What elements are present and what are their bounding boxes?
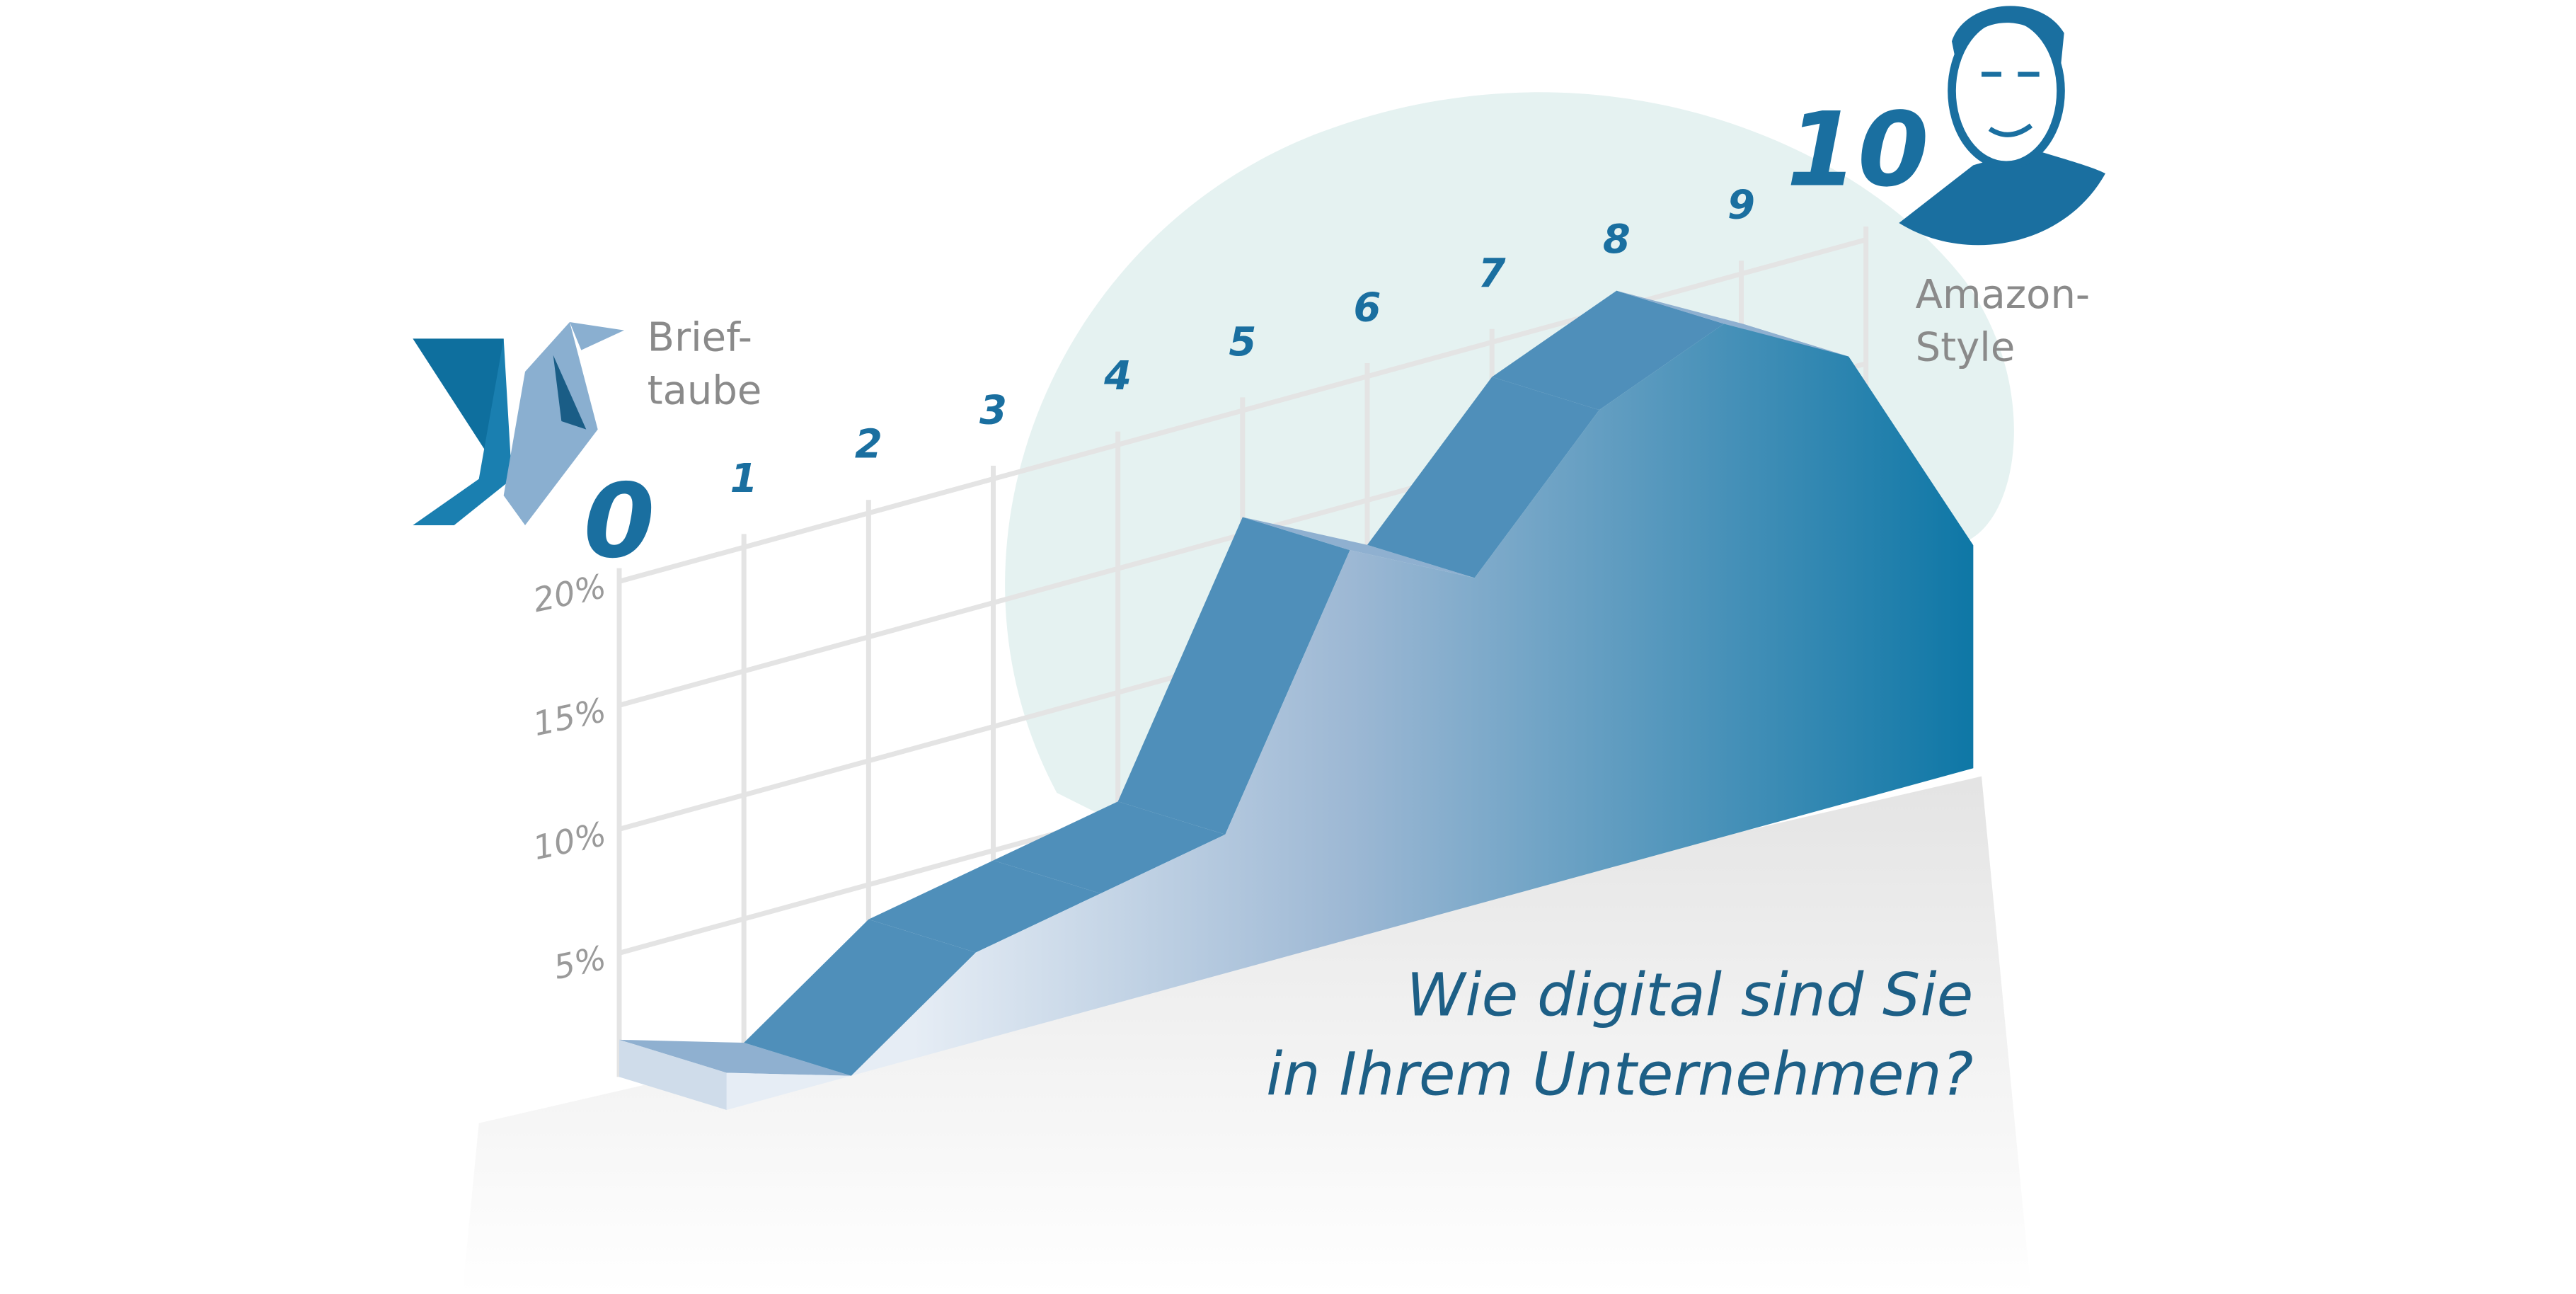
category-label: 9 [1727, 183, 1755, 229]
top-face [993, 801, 1226, 894]
category-label: 4 [1103, 353, 1132, 399]
category-label: 0 [584, 462, 655, 581]
category-label: 7 [1478, 251, 1506, 297]
y-tick-label: 5% [551, 939, 610, 987]
category-label: 10 [1786, 91, 1928, 210]
question: Wie digital sind Sie [1406, 961, 1973, 1030]
question: in Ihrem Unternehmen? [1266, 1040, 1973, 1109]
top-face [744, 919, 977, 1076]
y-tick-label: 10% [530, 815, 610, 868]
bird-logo [413, 321, 625, 525]
side-label-line: Brief- [648, 315, 752, 361]
side-face [619, 1039, 727, 1110]
top-face [1117, 517, 1350, 835]
side-label: Brief-taube [648, 315, 762, 414]
category-label: 3 [979, 387, 1007, 433]
shadow [462, 776, 2031, 1293]
top-face [1367, 377, 1599, 578]
front-face [726, 324, 1974, 1110]
top-face [619, 1039, 851, 1076]
y-tick-label: 15% [530, 692, 610, 744]
category-label: 8 [1603, 217, 1631, 263]
side-label-line: Amazon- [1916, 272, 2090, 318]
area [619, 290, 1974, 1110]
top-face [1492, 290, 1724, 411]
category-label: 1 [730, 456, 758, 502]
category-label: 6 [1354, 285, 1381, 331]
category-label: 2 [855, 422, 882, 468]
top-face [868, 860, 1101, 953]
side-label-line: Style [1916, 325, 2016, 371]
top-face [1242, 517, 1475, 578]
category-label: 5 [1229, 319, 1256, 365]
portrait [1899, 6, 2105, 246]
side-label: Amazon- Style [1916, 272, 2090, 371]
side-label-line: taube [648, 367, 762, 413]
